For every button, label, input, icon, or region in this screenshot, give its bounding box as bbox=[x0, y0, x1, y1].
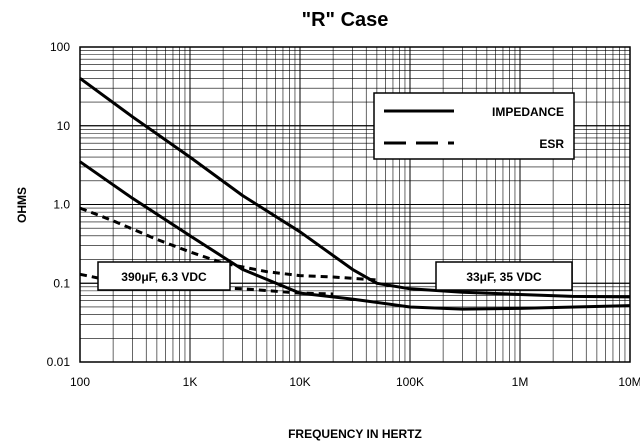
legend-label-impedance: IMPEDANCE bbox=[492, 105, 564, 119]
y-tick-label: 1.0 bbox=[53, 198, 70, 212]
impedance-line-1 bbox=[79, 77, 631, 299]
annotations: 390μF, 6.3 VDC 33μF, 35 VDC bbox=[97, 261, 573, 291]
y-tick-label: 10 bbox=[57, 119, 71, 133]
annotation-label: 33μF, 35 VDC bbox=[466, 270, 542, 284]
legend-box bbox=[373, 92, 575, 160]
x-tick-label: 100K bbox=[396, 375, 424, 389]
x-axis-ticks: 100 1K 10K 100K 1M 10M bbox=[70, 375, 640, 389]
x-tick-label: 100 bbox=[70, 375, 90, 389]
x-axis-title: FREQUENCY IN HERTZ bbox=[288, 427, 422, 441]
y-tick-label: 0.1 bbox=[53, 276, 70, 290]
annotation-box bbox=[97, 261, 231, 291]
legend-label-esr: ESR bbox=[539, 137, 564, 151]
esr-line-2 bbox=[79, 206, 378, 282]
impedance-line-3 bbox=[79, 160, 631, 311]
annotation-2: 33μF, 35 VDC bbox=[435, 261, 573, 291]
y-axis-title: OHMS bbox=[15, 187, 29, 223]
annotation-1: 390μF, 6.3 VDC bbox=[97, 261, 231, 291]
legend: IMPEDANCE ESR bbox=[373, 92, 575, 160]
x-tick-label: 10M bbox=[618, 375, 640, 389]
plot-frame bbox=[79, 46, 631, 363]
x-tick-label: 1M bbox=[512, 375, 529, 389]
annotation-box bbox=[435, 261, 573, 291]
y-axis-ticks: 100 10 1.0 0.1 0.01 bbox=[47, 40, 71, 369]
x-tick-label: 10K bbox=[289, 375, 310, 389]
chart-title: "R" Case bbox=[302, 9, 389, 31]
annotation-label: 390μF, 6.3 VDC bbox=[121, 270, 207, 284]
x-tick-label: 1K bbox=[183, 375, 198, 389]
y-tick-label: 100 bbox=[50, 40, 70, 54]
y-tick-label: 0.01 bbox=[47, 355, 71, 369]
